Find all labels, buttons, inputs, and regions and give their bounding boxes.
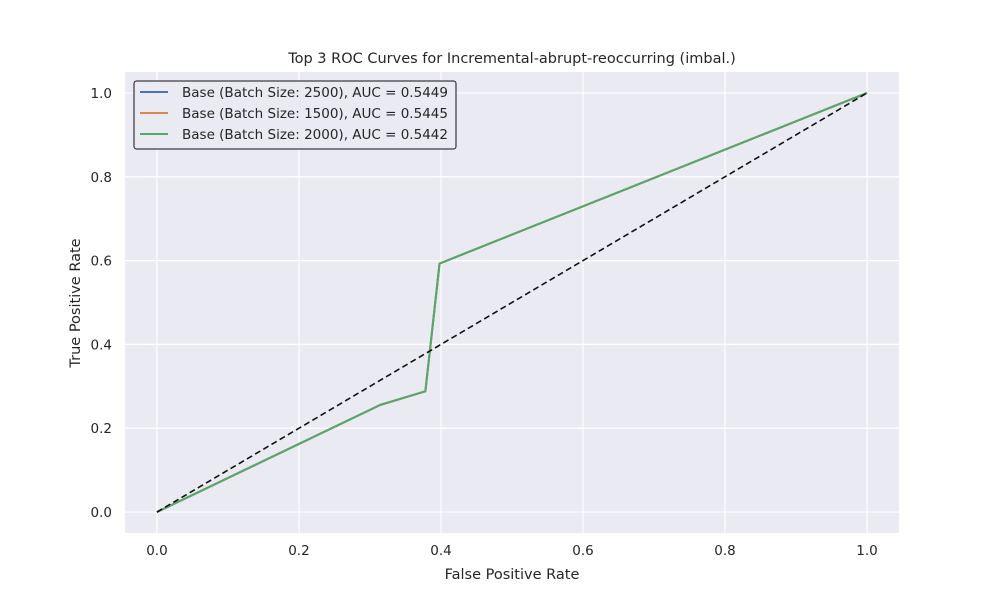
- legend-box: [133, 80, 457, 150]
- x-tick-label: 0.2: [288, 543, 309, 559]
- x-tick-label: 0.8: [714, 543, 735, 559]
- x-tick-label: 0.4: [430, 543, 451, 559]
- y-axis-label: True Positive Rate: [68, 238, 84, 368]
- y-tick-label: 0.2: [91, 421, 112, 437]
- chart-title: Top 3 ROC Curves for Incremental-abrupt-…: [287, 51, 736, 67]
- tick-labels: 0.0 0.2 0.4 0.6 0.8 1.0 0.0 0.2 0.4 0.6 0.8 1.0: [91, 86, 878, 559]
- y-tick-label: 0.8: [91, 170, 112, 186]
- legend: Base (Batch Size: 2500), AUC = 0.5449 Bas…: [133, 80, 457, 150]
- legend-entry-label: Base (Batch Size: 1500), AUC = 0.5445: [182, 106, 448, 122]
- data-lines: [156, 92, 868, 513]
- x-axis-label: False Positive Rate: [445, 567, 580, 583]
- x-tick-label: 1.0: [856, 543, 877, 559]
- roc-series-line-3: [156, 92, 868, 513]
- x-tick-label: 0.6: [572, 543, 593, 559]
- chance-reference-line: [156, 92, 868, 513]
- x-tick-label: 0.0: [146, 543, 167, 559]
- legend-entry-label: Base (Batch Size: 2500), AUC = 0.5449: [182, 85, 448, 101]
- y-tick-label: 0.4: [91, 337, 112, 353]
- y-tick-label: 1.0: [91, 86, 112, 102]
- y-tick-label: 0.6: [91, 254, 112, 270]
- y-tick-label: 0.0: [91, 505, 112, 521]
- legend-entry-label: Base (Batch Size: 2000), AUC = 0.5442: [182, 127, 448, 143]
